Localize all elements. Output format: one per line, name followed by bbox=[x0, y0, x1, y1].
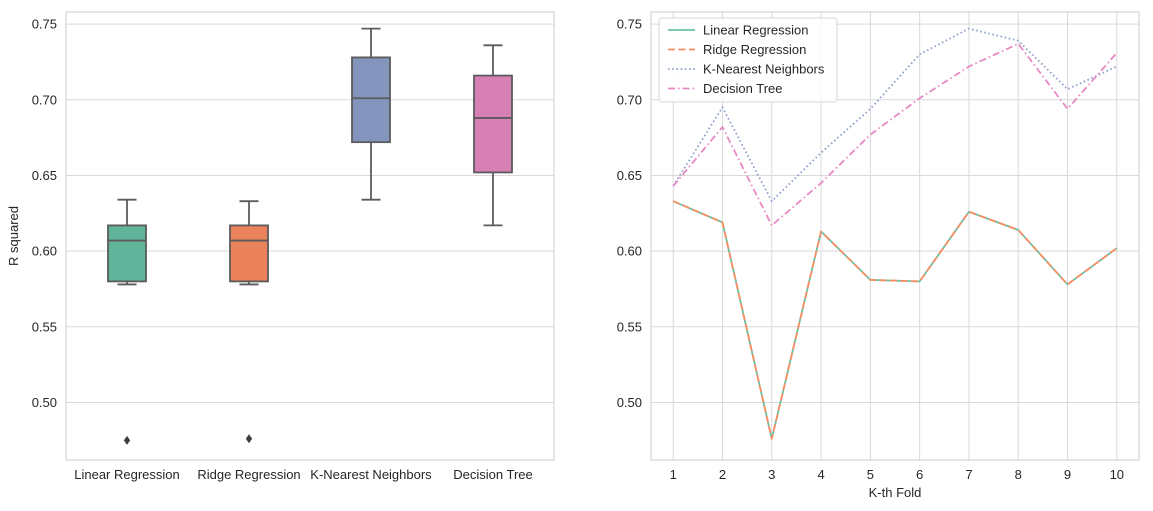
box-plot-ytick-label: 0.60 bbox=[32, 244, 57, 259]
line-plot-xtick-label: 2 bbox=[719, 467, 726, 482]
box-iqr bbox=[351, 56, 391, 144]
series-line-k-nearest-neighbors bbox=[672, 27, 1118, 203]
line-plot-xtick-label: 6 bbox=[916, 467, 923, 482]
box-plot-panel: 0.50 0.55 0.60 0.65 0.70 0.75 Linear Regressio… bbox=[6, 11, 555, 482]
line-plot-xtick-label: 9 bbox=[1064, 467, 1071, 482]
legend-box bbox=[658, 17, 838, 103]
line-plot-xtick-label: 5 bbox=[867, 467, 874, 482]
line-plot-xtick-label: 8 bbox=[1015, 467, 1022, 482]
box-plot-xtick-label: K-Nearest Neighbors bbox=[310, 467, 432, 482]
line-plot-xtick-label: 10 bbox=[1110, 467, 1124, 482]
line-plot-ytick-label: 0.55 bbox=[617, 319, 642, 334]
box-plot-ylabel: R squared bbox=[6, 206, 21, 266]
box-plot-ytick-label: 0.75 bbox=[32, 17, 57, 32]
line-plot-ytick-label: 0.65 bbox=[617, 168, 642, 183]
box-iqr bbox=[107, 224, 147, 283]
box-plot-frame bbox=[65, 11, 555, 461]
box-plot-ytick-label: 0.70 bbox=[32, 92, 57, 107]
box-plot-xtick-label: Ridge Regression bbox=[197, 467, 300, 482]
box-outlier-point bbox=[123, 435, 131, 445]
legend-label: K-Nearest Neighbors bbox=[703, 62, 825, 77]
line-plot-ytick-label: 0.60 bbox=[617, 244, 642, 259]
legend-label: Decision Tree bbox=[703, 81, 782, 96]
line-plot-ytick-label: 0.50 bbox=[617, 395, 642, 410]
box-plot-ytick-label: 0.55 bbox=[32, 319, 57, 334]
box-plot-ytick-label: 0.50 bbox=[32, 395, 57, 410]
box-outlier-point bbox=[245, 434, 253, 444]
line-plot-xtick-label: 7 bbox=[965, 467, 972, 482]
box-plot-area bbox=[66, 12, 554, 460]
line-plot-ytick-label: 0.75 bbox=[617, 17, 642, 32]
line-plot-panel: 0.50 0.55 0.60 0.65 0.70 0.75 1 2 3 4 5 6 7 8 9 10 K-th … bbox=[617, 11, 1140, 500]
legend-label: Linear Regression bbox=[703, 23, 809, 38]
line-plot-ytick-label: 0.70 bbox=[617, 92, 642, 107]
box-iqr bbox=[229, 224, 269, 283]
series-line-decision-tree bbox=[672, 42, 1118, 227]
box-plot-ytick-label: 0.65 bbox=[32, 168, 57, 183]
legend-label: Ridge Regression bbox=[703, 42, 806, 57]
line-plot-xlabel: K-th Fold bbox=[869, 485, 922, 500]
box-iqr bbox=[473, 74, 513, 174]
box-plot-xtick-label: Decision Tree bbox=[453, 467, 532, 482]
line-plot-xtick-label: 3 bbox=[768, 467, 775, 482]
line-plot-xtick-label: 4 bbox=[817, 467, 824, 482]
box-plot-xtick-label: Linear Regression bbox=[74, 467, 180, 482]
series-line-ridge-regression bbox=[672, 200, 1118, 440]
line-plot-frame bbox=[650, 11, 1140, 461]
line-plot-xtick-label: 1 bbox=[670, 467, 677, 482]
